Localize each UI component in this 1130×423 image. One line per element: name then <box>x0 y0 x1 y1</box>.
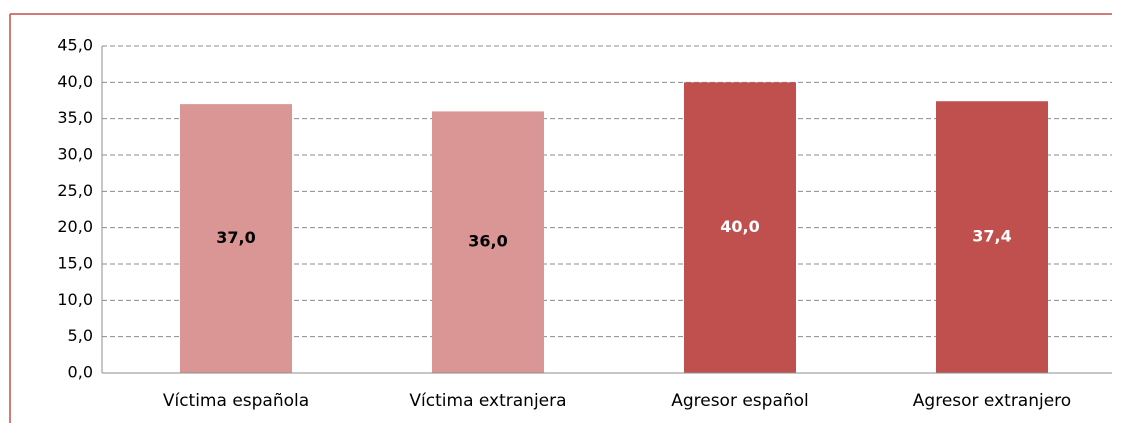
y-tick-label: 5,0 <box>68 326 93 345</box>
bar <box>180 104 292 373</box>
value-label: 37,4 <box>972 227 1011 246</box>
x-tick-label: Agresor extranjero <box>913 391 1071 411</box>
y-tick-label: 10,0 <box>57 290 93 309</box>
value-label: 36,0 <box>468 232 507 251</box>
x-tick-label: Víctima extranjera <box>409 391 566 411</box>
y-tick-label: 0,0 <box>68 363 93 382</box>
y-tick-label: 15,0 <box>57 254 93 273</box>
value-label: 37,0 <box>216 228 255 247</box>
x-tick-label: Agresor español <box>671 391 809 411</box>
bar <box>684 82 796 373</box>
y-tick-label: 30,0 <box>57 145 93 164</box>
bar <box>936 101 1048 373</box>
x-tick-label: Víctima española <box>163 391 309 411</box>
y-tick-label: 20,0 <box>57 217 93 236</box>
value-label: 40,0 <box>720 217 759 236</box>
y-tick-label: 35,0 <box>57 108 93 127</box>
bar <box>432 111 544 374</box>
y-tick-label: 25,0 <box>57 181 93 200</box>
y-tick-label: 45,0 <box>57 36 93 55</box>
y-tick-label: 40,0 <box>57 72 93 91</box>
